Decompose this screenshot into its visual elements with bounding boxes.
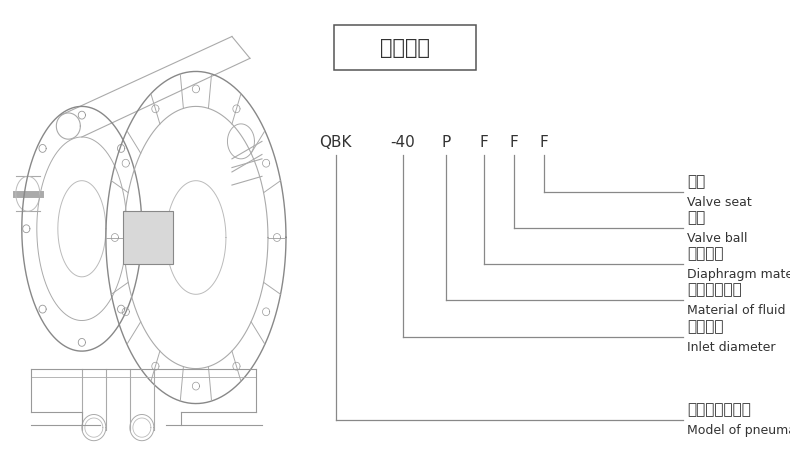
Text: QBK: QBK <box>319 134 352 150</box>
Text: Valve ball: Valve ball <box>687 232 748 245</box>
FancyBboxPatch shape <box>123 211 173 264</box>
Text: Material of fluid contact part: Material of fluid contact part <box>687 304 790 317</box>
Text: 过流部件材质: 过流部件材质 <box>687 282 742 297</box>
Text: 进料口径: 进料口径 <box>687 319 724 334</box>
Text: 阀座: 阀座 <box>687 174 705 190</box>
Text: Model of pneumatic diaphragm pump: Model of pneumatic diaphragm pump <box>687 424 790 437</box>
Text: F: F <box>509 134 518 150</box>
Text: Inlet diameter: Inlet diameter <box>687 341 776 354</box>
Text: F: F <box>539 134 548 150</box>
Text: 隔膜材质: 隔膜材质 <box>687 246 724 261</box>
Text: 阀球: 阀球 <box>687 210 705 225</box>
Text: 型号说明: 型号说明 <box>380 38 431 57</box>
Text: -40: -40 <box>390 134 416 150</box>
Text: Diaphragm materials: Diaphragm materials <box>687 267 790 281</box>
Text: Valve seat: Valve seat <box>687 196 752 209</box>
Text: 气动隔膜泵型号: 气动隔膜泵型号 <box>687 402 751 418</box>
Text: F: F <box>480 134 489 150</box>
Text: P: P <box>442 134 451 150</box>
